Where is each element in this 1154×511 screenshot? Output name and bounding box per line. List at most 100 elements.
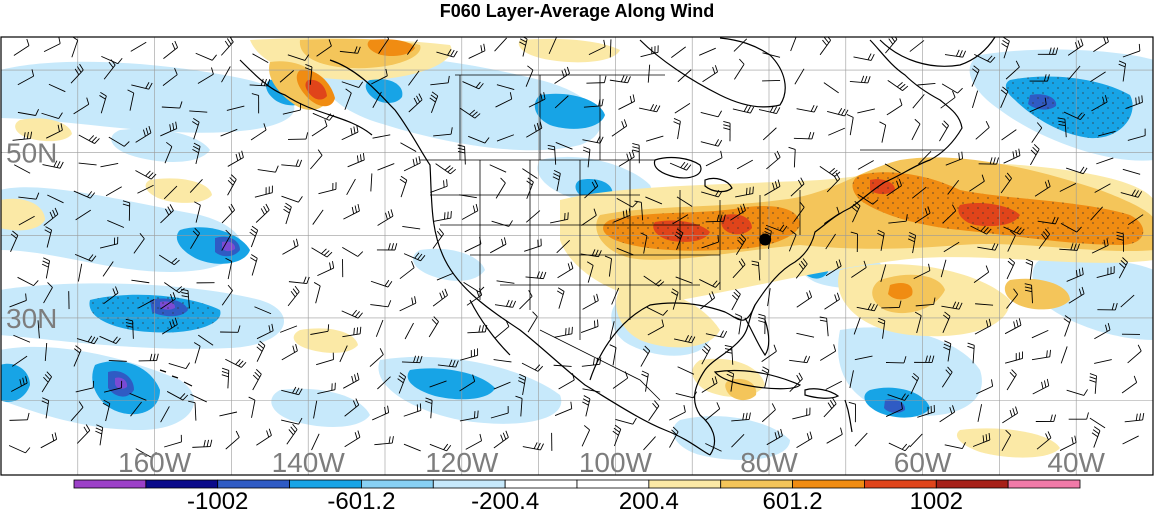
wind-barb xyxy=(735,234,747,256)
wind-barb xyxy=(1006,369,1017,391)
wind-barb xyxy=(256,428,272,446)
black-dot-marker xyxy=(759,233,772,246)
north-america-coastline xyxy=(329,39,963,456)
wind-barb xyxy=(194,201,201,223)
wind-barb xyxy=(78,162,97,166)
wind-barb xyxy=(1116,231,1125,252)
wind-barb xyxy=(917,83,936,86)
wind-barb xyxy=(705,330,728,338)
wind-barb xyxy=(907,232,917,254)
wind-barb xyxy=(793,201,805,223)
wind-barb xyxy=(399,296,417,312)
lon-label-140w: 140W xyxy=(272,447,346,478)
wind-barb xyxy=(73,190,96,199)
wind-barb xyxy=(493,359,512,363)
wind-barb xyxy=(12,355,28,367)
wind-barb xyxy=(226,105,245,111)
wind-barb xyxy=(761,366,770,388)
wind-barb xyxy=(17,276,39,287)
wind-barb xyxy=(496,84,515,90)
wind-barb xyxy=(402,225,421,230)
wind-barb xyxy=(788,146,796,168)
wind-barb xyxy=(495,92,513,108)
wind-barb xyxy=(643,275,665,287)
wind-barb xyxy=(857,160,874,170)
wind-barb xyxy=(851,200,861,223)
wind-barb xyxy=(12,131,33,141)
wind-barb xyxy=(71,37,79,58)
wind-barb xyxy=(584,179,599,199)
wind-barb xyxy=(166,391,189,401)
wind-barb xyxy=(971,90,979,108)
wind-barb xyxy=(403,156,421,172)
wind-barb xyxy=(347,152,365,168)
wind-barb xyxy=(886,178,902,197)
wind-barb xyxy=(705,150,723,167)
wind-barb xyxy=(430,179,448,193)
wind-barb xyxy=(1094,359,1112,364)
wind-barb xyxy=(407,39,418,55)
colorbar-label: -601.2 xyxy=(327,488,395,511)
wind-barb xyxy=(281,195,303,203)
florida xyxy=(744,317,770,357)
wind-barb xyxy=(197,334,214,346)
wind-barb xyxy=(972,432,991,447)
wind-barb xyxy=(823,206,840,225)
wind-barb xyxy=(556,287,565,309)
wind-barb xyxy=(495,177,506,199)
wind-barb xyxy=(220,325,241,333)
wind-barb xyxy=(764,179,781,196)
wind-barb xyxy=(647,319,665,336)
lon-label-160w: 160W xyxy=(118,447,192,478)
wind-barb xyxy=(281,386,303,396)
wind-barb xyxy=(767,288,771,307)
wind-barb xyxy=(125,318,134,339)
wind-barb xyxy=(1024,283,1033,304)
wind-barb xyxy=(401,355,423,364)
wind-barb xyxy=(99,236,119,249)
wind-barb xyxy=(287,285,300,307)
wind-barb xyxy=(582,395,591,417)
map-plot-area: 50N 30N 160W 140W 120W 100W 80W 60W 40W xyxy=(1,37,1153,478)
wind-barb xyxy=(701,189,723,198)
wind-barb xyxy=(1094,322,1111,340)
wind-barb xyxy=(317,261,335,277)
wind-barb xyxy=(526,177,534,199)
wind-barb xyxy=(975,303,994,306)
wind-barb xyxy=(609,75,631,84)
wind-barb xyxy=(609,39,612,58)
wind-barb xyxy=(974,318,992,335)
wind-barb xyxy=(734,313,742,335)
wind-barb xyxy=(558,373,575,390)
wind-barb xyxy=(1057,117,1067,138)
wind-barb xyxy=(164,282,185,294)
wind-barb xyxy=(249,225,259,248)
wind-barb xyxy=(399,261,415,280)
wind-barb xyxy=(795,258,808,279)
wind-barb xyxy=(1096,266,1115,279)
wind-barb xyxy=(879,121,887,143)
wind-barb xyxy=(164,141,173,164)
wind-barb xyxy=(283,202,292,225)
wind-barb xyxy=(131,279,150,284)
map-frame xyxy=(0,36,1154,476)
wind-barb xyxy=(9,293,27,308)
colorbar-swatch xyxy=(1007,479,1081,489)
wind-barb xyxy=(46,123,63,139)
wind-barb xyxy=(877,317,886,339)
wind-barb xyxy=(73,97,90,115)
wind-barb xyxy=(761,344,777,363)
colorbar-label: -1002 xyxy=(187,488,248,511)
wind-barb xyxy=(1097,303,1118,311)
wind-barb xyxy=(432,228,444,249)
wind-barb xyxy=(970,225,992,235)
wind-barb xyxy=(494,299,517,308)
wind-barb xyxy=(733,38,748,52)
wind-barb xyxy=(582,136,604,144)
wind-barb xyxy=(887,79,909,91)
wind-barb xyxy=(496,134,515,142)
wind-barb xyxy=(47,194,64,204)
wind-barb xyxy=(70,401,84,422)
wind-barb xyxy=(1059,243,1080,251)
